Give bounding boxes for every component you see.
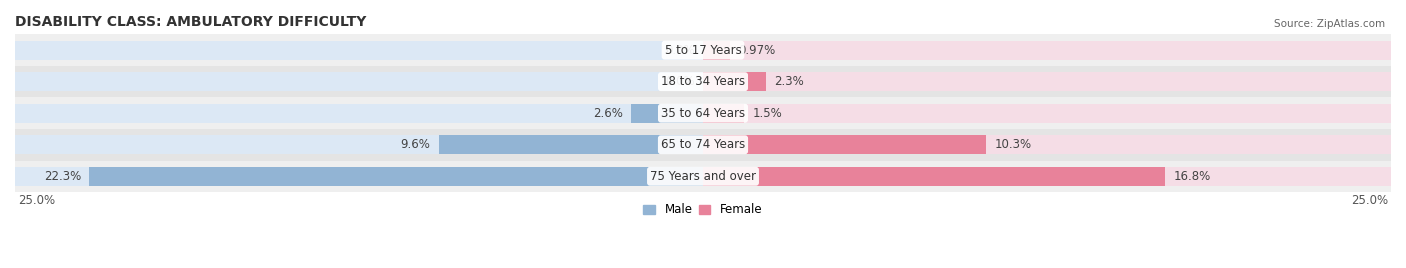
Bar	[15, 34, 1391, 66]
Text: DISABILITY CLASS: AMBULATORY DIFFICULTY: DISABILITY CLASS: AMBULATORY DIFFICULTY	[15, 15, 367, 29]
Bar	[703, 41, 730, 59]
Bar	[15, 161, 1391, 192]
Bar	[703, 135, 1391, 154]
Bar	[631, 104, 703, 123]
Text: 2.6%: 2.6%	[593, 107, 623, 120]
Text: 25.0%: 25.0%	[1351, 194, 1388, 207]
Bar	[439, 135, 703, 154]
Bar	[703, 72, 1391, 91]
Text: 75 Years and over: 75 Years and over	[650, 170, 756, 183]
Text: 22.3%: 22.3%	[44, 170, 82, 183]
Bar	[90, 167, 703, 186]
Bar	[703, 104, 744, 123]
Bar	[15, 167, 703, 186]
Text: 16.8%: 16.8%	[1174, 170, 1211, 183]
Text: 0.0%: 0.0%	[665, 75, 695, 88]
Bar	[703, 72, 766, 91]
Text: 5 to 17 Years: 5 to 17 Years	[665, 44, 741, 57]
Bar	[15, 129, 1391, 161]
Text: 35 to 64 Years: 35 to 64 Years	[661, 107, 745, 120]
Bar	[703, 167, 1166, 186]
Bar	[703, 41, 1391, 59]
Bar	[15, 41, 703, 59]
Text: 0.97%: 0.97%	[738, 44, 775, 57]
Bar	[15, 104, 703, 123]
Bar	[703, 167, 1391, 186]
Bar	[15, 98, 1391, 129]
Text: Source: ZipAtlas.com: Source: ZipAtlas.com	[1274, 19, 1385, 29]
Legend: Male, Female: Male, Female	[638, 198, 768, 221]
Text: 10.3%: 10.3%	[994, 138, 1032, 151]
Text: 9.6%: 9.6%	[401, 138, 430, 151]
Bar	[703, 135, 987, 154]
Text: 25.0%: 25.0%	[18, 194, 55, 207]
Bar	[15, 72, 703, 91]
Bar	[15, 135, 703, 154]
Text: 2.3%: 2.3%	[775, 75, 804, 88]
Bar	[15, 66, 1391, 98]
Text: 0.0%: 0.0%	[665, 44, 695, 57]
Text: 65 to 74 Years: 65 to 74 Years	[661, 138, 745, 151]
Text: 1.5%: 1.5%	[752, 107, 782, 120]
Text: 18 to 34 Years: 18 to 34 Years	[661, 75, 745, 88]
Bar	[703, 104, 1391, 123]
